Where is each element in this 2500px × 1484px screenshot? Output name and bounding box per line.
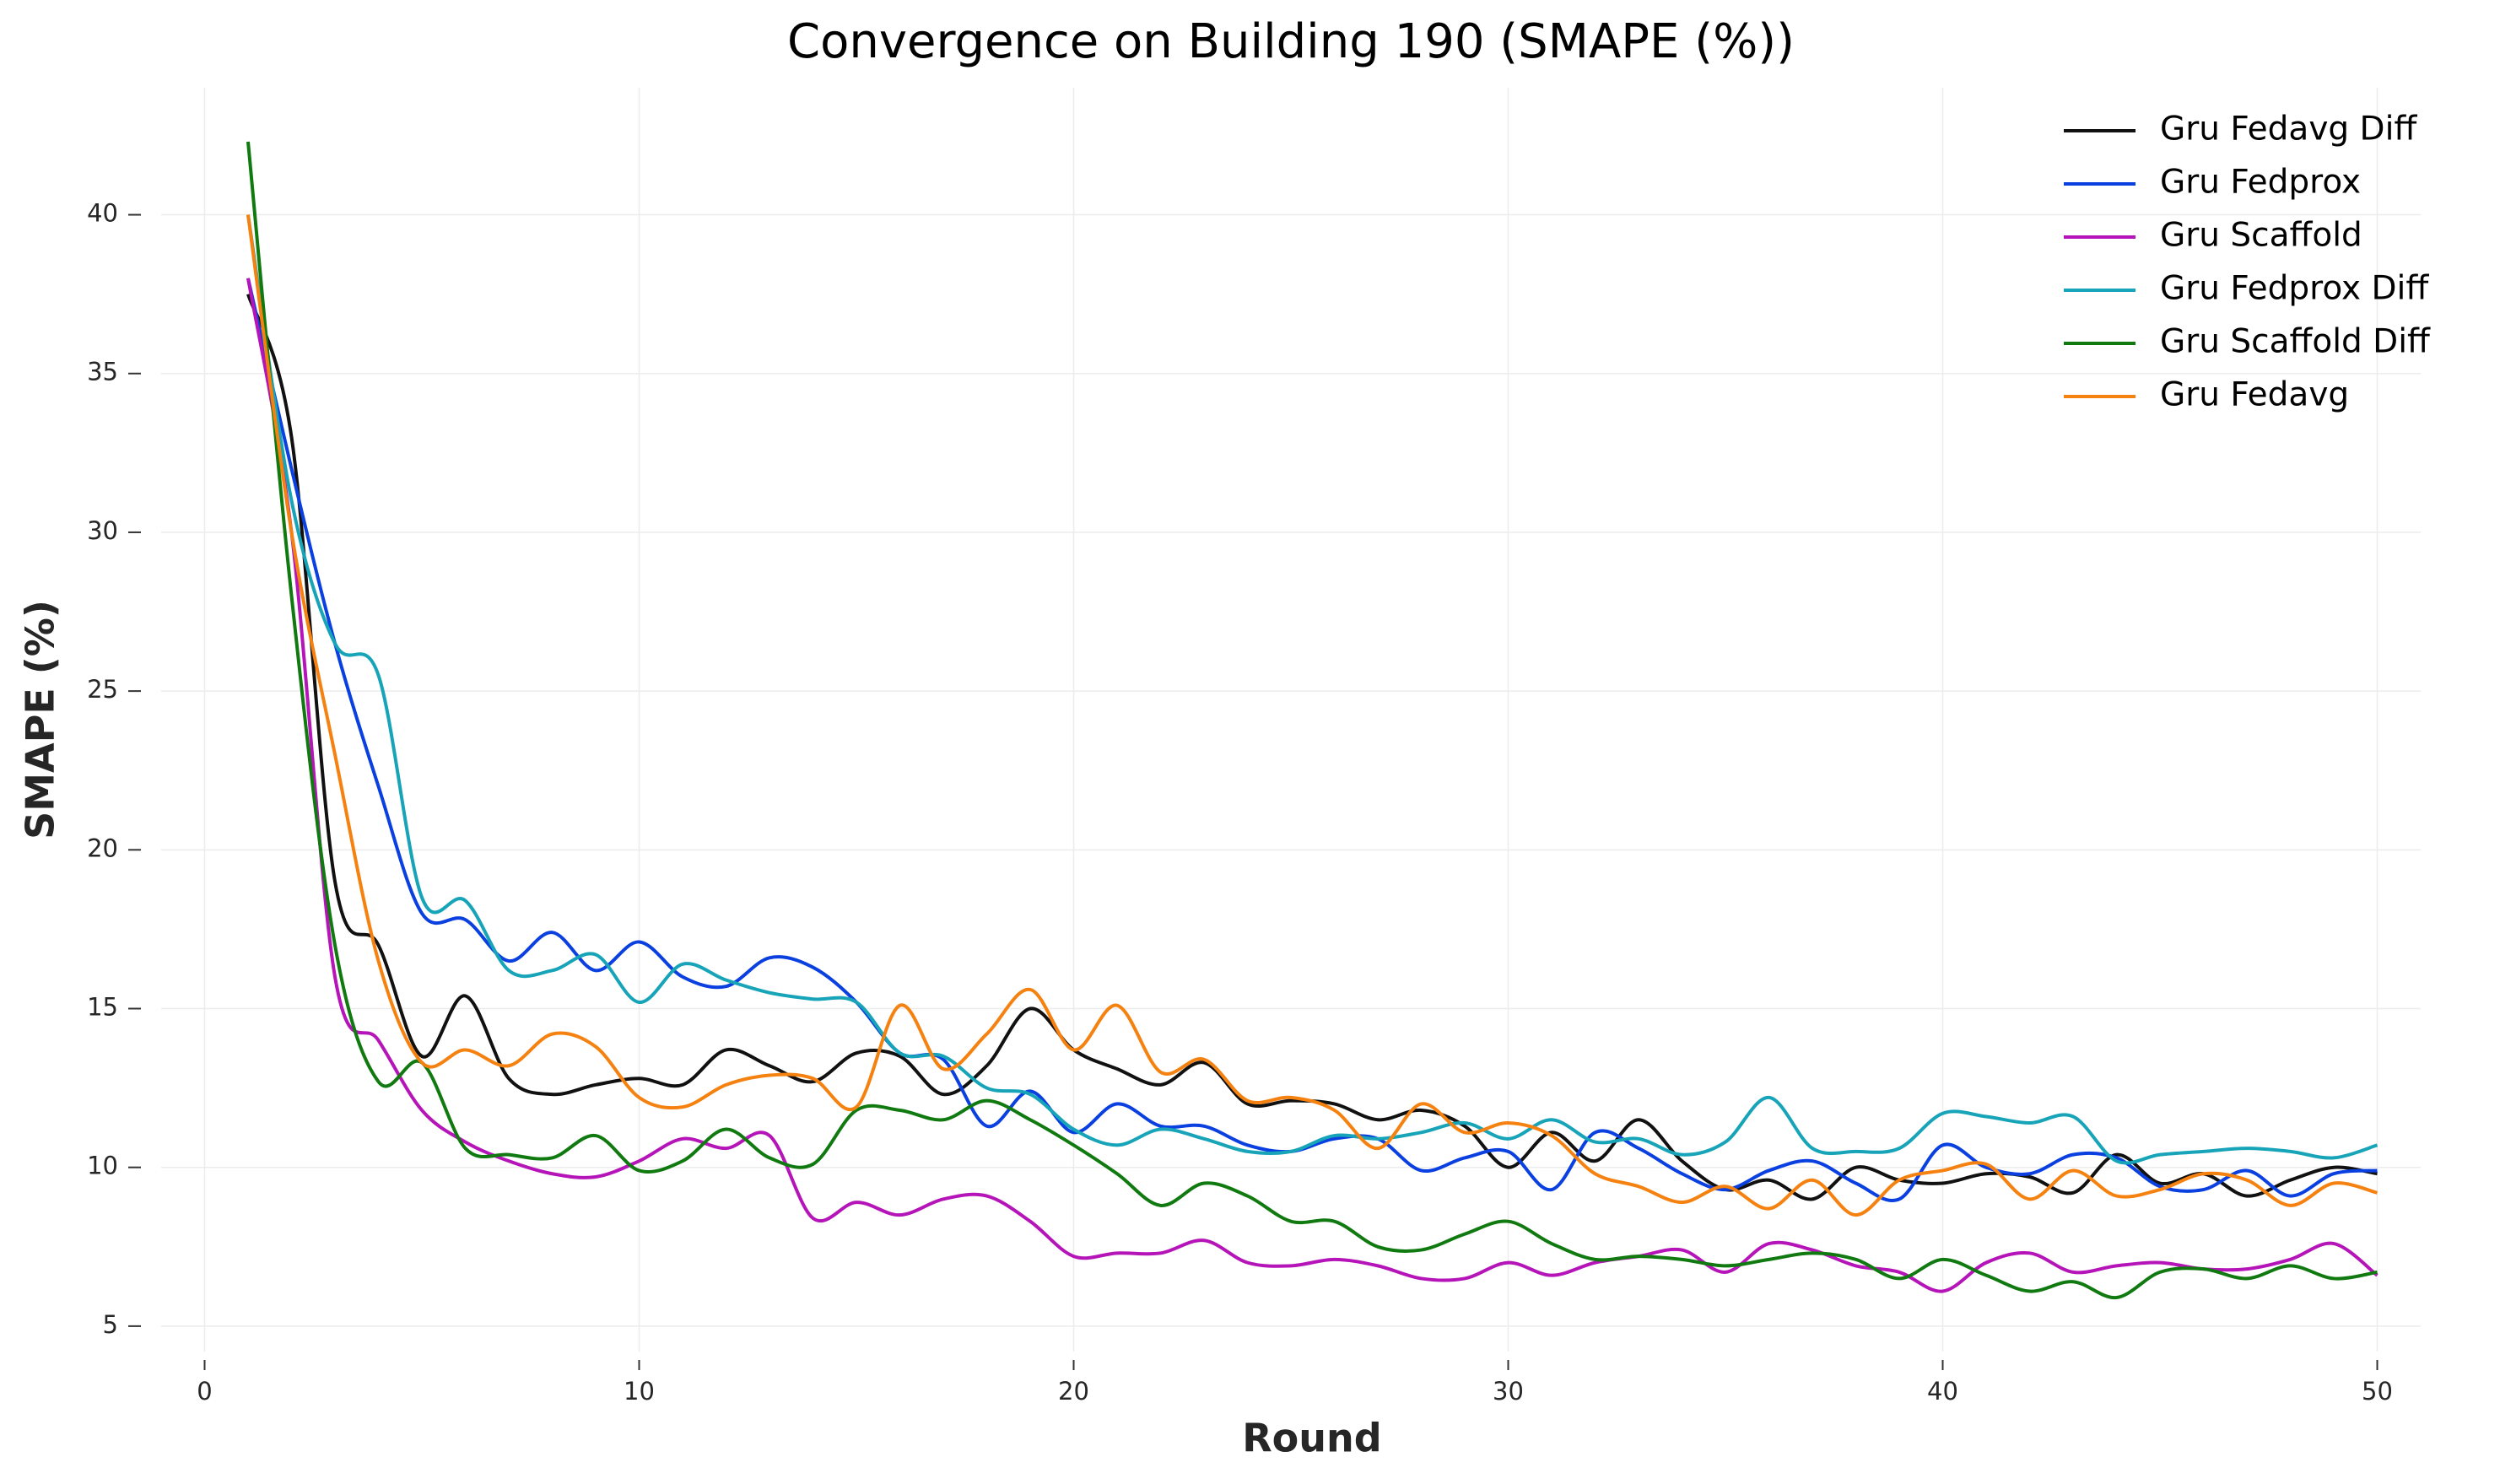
legend-label: Gru Fedprox	[2160, 164, 2361, 202]
legend-label: Gru Fedavg	[2160, 376, 2349, 414]
x-tick-label: 0	[197, 1377, 212, 1406]
x-tick-label: 40	[1927, 1377, 1958, 1406]
y-tick-label: 10	[87, 1152, 118, 1180]
x-tick-label: 50	[2362, 1377, 2393, 1406]
chart-title: Convergence on Building 190 (SMAPE (%))	[787, 14, 1795, 69]
x-tick-label: 30	[1493, 1377, 1524, 1406]
x-tick-label: 20	[1058, 1377, 1089, 1406]
series-line	[246, 294, 2378, 1201]
legend-label: Gru Fedavg Diff	[2160, 111, 2417, 148]
y-tick-label: 30	[87, 516, 118, 545]
y-tick-label: 20	[87, 834, 118, 862]
legend-label: Gru Scaffold Diff	[2160, 323, 2431, 361]
series-line	[246, 141, 2378, 1300]
series-line	[246, 278, 2378, 1202]
series-line	[246, 214, 2379, 1217]
y-axis-label: SMAPE (%)	[18, 600, 63, 839]
y-tick-label: 25	[87, 675, 118, 704]
y-tick-label: 40	[87, 199, 118, 228]
legend-label: Gru Scaffold	[2160, 217, 2362, 255]
series-line	[246, 278, 2379, 1293]
y-tick-label: 35	[87, 358, 118, 386]
legend-label: Gru Fedprox Diff	[2160, 270, 2429, 308]
series-line	[246, 214, 2379, 1165]
y-tick-label: 15	[87, 993, 118, 1022]
x-tick-label: 10	[624, 1377, 655, 1406]
y-tick-label: 5	[103, 1310, 118, 1339]
x-axis-label: Round	[1242, 1416, 1381, 1461]
